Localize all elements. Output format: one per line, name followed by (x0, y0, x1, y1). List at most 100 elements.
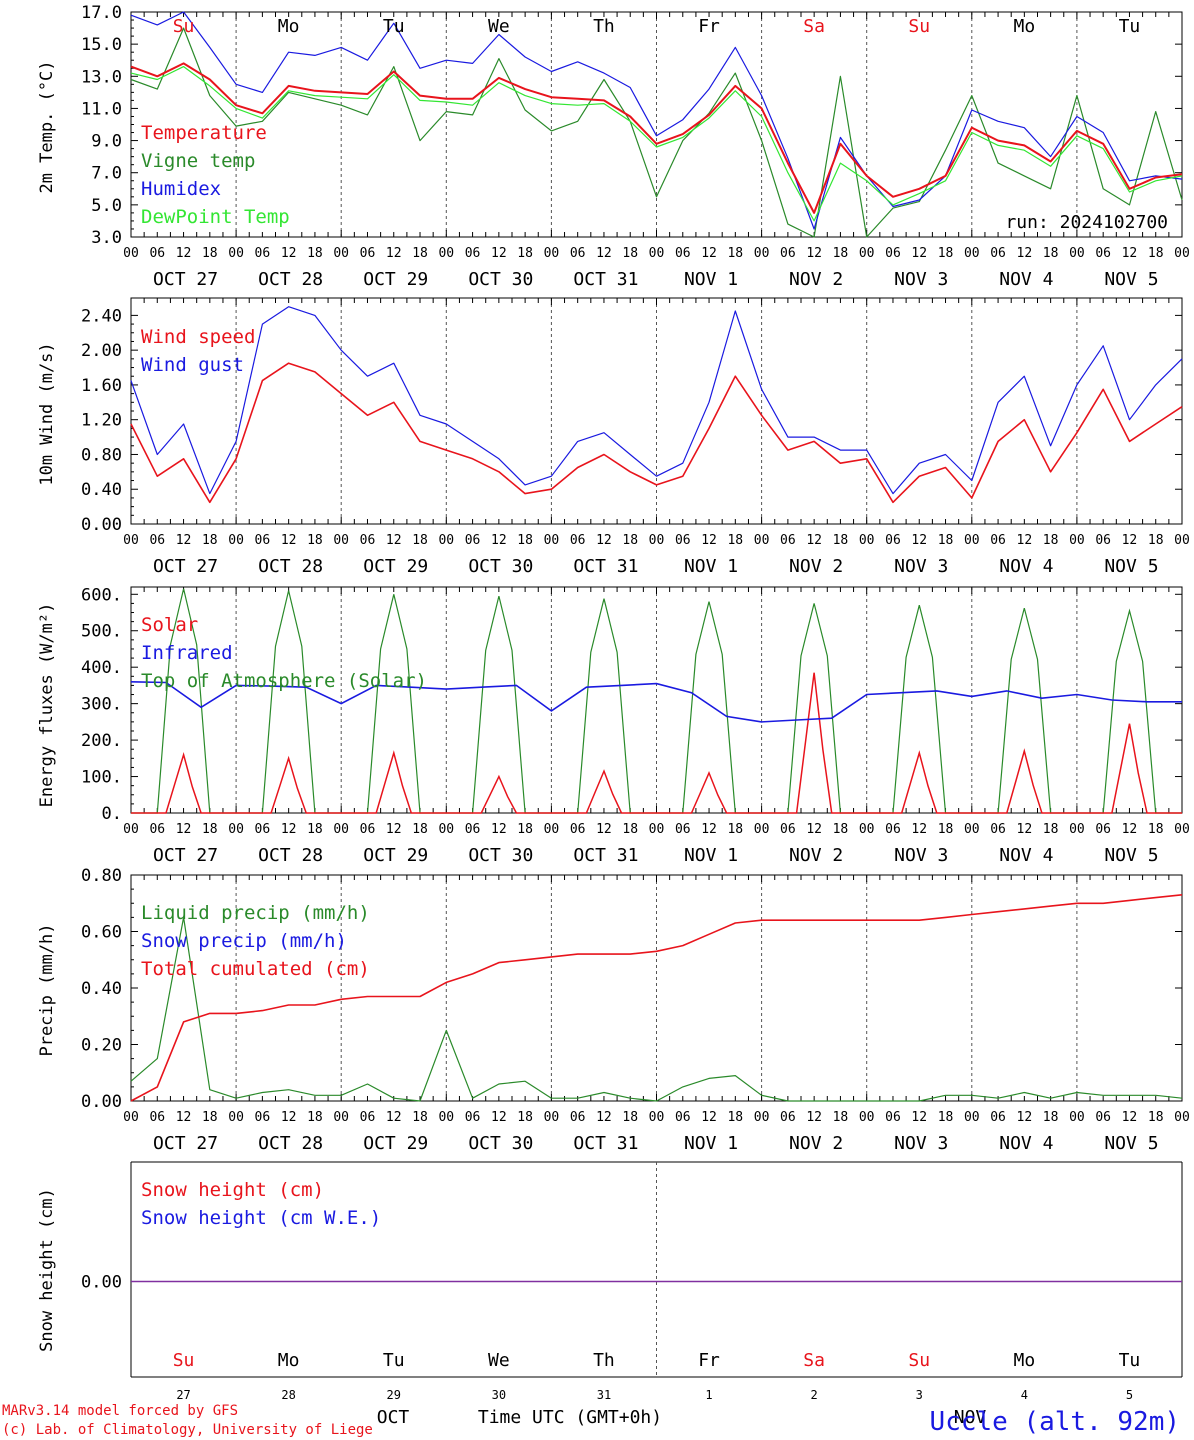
weekday-label-bottom: Fr (698, 1350, 720, 1371)
hour-label: 12 (1017, 533, 1033, 548)
hour-label: 06 (255, 246, 271, 261)
series-line-2 (130, 11, 1183, 230)
hour-label: 12 (1017, 1110, 1033, 1125)
legend-entry: Snow precip (mm/h) (141, 930, 347, 952)
hour-label: 18 (1148, 822, 1164, 837)
hour-label: 18 (1148, 533, 1164, 548)
weekday-label: We (488, 16, 510, 37)
hour-label: 00 (228, 533, 244, 548)
weekday-label: Sa (803, 16, 825, 37)
legend-entry: Snow height (cm W.E.) (141, 1207, 381, 1229)
hour-label: 12 (176, 1110, 192, 1125)
hour-label: 06 (1095, 822, 1111, 837)
legend-entry: Solar (141, 614, 198, 636)
hour-label: 18 (938, 822, 954, 837)
date-label: NOV 2 (789, 845, 843, 866)
hour-label: 12 (806, 1110, 822, 1125)
hour-label-end: 00 (1174, 533, 1190, 548)
hour-label: 00 (438, 1110, 454, 1125)
weekday-label-bottom: Su (173, 1350, 195, 1371)
y-tick-label: 0.40 (81, 979, 122, 999)
chart-text: 3.0 5.0 7.0 9.0 11.0 13.0 15.0 17.0 2m Temp. (°C… (2, 3, 1190, 1438)
hour-label: 00 (333, 1110, 349, 1125)
weekday-label-bottom: We (488, 1350, 510, 1371)
y-tick-label: 1.20 (81, 411, 122, 431)
weekday-label: Su (908, 16, 930, 37)
hour-label: 06 (570, 822, 586, 837)
hour-label: 12 (1122, 246, 1138, 261)
date-label: OCT 27 (153, 845, 218, 866)
date-label: OCT 30 (468, 1133, 533, 1154)
hour-label: 06 (465, 822, 481, 837)
hour-label: 18 (727, 246, 743, 261)
date-label: NOV 1 (684, 269, 738, 290)
hour-label: 06 (675, 822, 691, 837)
hour-label: 12 (1122, 533, 1138, 548)
hour-label: 18 (833, 822, 849, 837)
y-tick-label: 3.0 (91, 228, 122, 248)
y-tick-label: 2.40 (81, 306, 122, 326)
hour-label: 00 (754, 822, 770, 837)
day-number: 27 (176, 1388, 190, 1402)
hour-label: 18 (833, 533, 849, 548)
hour-label: 00 (438, 246, 454, 261)
hour-label: 18 (202, 822, 218, 837)
hour-label: 18 (307, 533, 323, 548)
hour-label: 06 (990, 246, 1006, 261)
hour-label: 06 (885, 246, 901, 261)
date-label: NOV 1 (684, 1133, 738, 1154)
legend-entry: Infrared (141, 642, 233, 664)
y-tick-label: 600. (81, 585, 122, 605)
hour-label: 18 (1043, 1110, 1059, 1125)
series-line-solar (131, 672, 1182, 814)
y-tick-label: 0.00 (81, 1273, 122, 1293)
legend-entry: Top of Atmosphere (Solar) (141, 670, 427, 692)
hour-label: 00 (544, 822, 560, 837)
date-label: NOV 5 (1104, 269, 1158, 290)
hour-label: 06 (255, 1110, 271, 1125)
weekday-label: Su (173, 16, 195, 37)
hour-label: 12 (1017, 822, 1033, 837)
hour-label: 12 (386, 1110, 402, 1125)
date-label: OCT 31 (573, 1133, 638, 1154)
hour-label: 12 (596, 246, 612, 261)
hour-label: 18 (727, 533, 743, 548)
series-line-0 (130, 62, 1183, 214)
hour-label: 00 (1069, 1110, 1085, 1125)
hour-label: 12 (386, 246, 402, 261)
hour-label: 18 (938, 533, 954, 548)
hour-label: 12 (911, 246, 927, 261)
hour-label: 06 (780, 822, 796, 837)
hour-label: 12 (806, 533, 822, 548)
hour-label: 18 (1148, 246, 1164, 261)
series-line-liquid (130, 916, 1183, 1102)
hour-label: 06 (360, 822, 376, 837)
hour-label: 06 (570, 1110, 586, 1125)
hour-label: 06 (149, 246, 165, 261)
hour-label: 06 (465, 533, 481, 548)
hour-label: 12 (1122, 1110, 1138, 1125)
date-label: OCT 29 (363, 556, 428, 577)
hour-label: 06 (990, 822, 1006, 837)
series-line-1 (130, 27, 1183, 238)
hour-label: 12 (701, 246, 717, 261)
hour-label: 06 (780, 1110, 796, 1125)
hour-label: 00 (544, 1110, 560, 1125)
y-tick-label: 9.0 (91, 132, 122, 152)
date-label: NOV 3 (894, 556, 948, 577)
weekday-label: Mo (278, 16, 300, 37)
hour-label: 18 (412, 246, 428, 261)
hour-label: 00 (123, 1110, 139, 1125)
date-label: OCT 30 (468, 269, 533, 290)
y-tick-label: 300. (81, 695, 122, 715)
hour-label: 12 (1122, 822, 1138, 837)
hour-label: 00 (649, 246, 665, 261)
hour-label: 00 (228, 822, 244, 837)
hour-label: 00 (964, 1110, 980, 1125)
y-tick-label: 1.60 (81, 376, 122, 396)
legend-entry: Liquid precip (mm/h) (141, 902, 370, 924)
y-tick-label: 0. (102, 804, 122, 824)
date-label: NOV 5 (1104, 845, 1158, 866)
hour-label: 06 (675, 1110, 691, 1125)
